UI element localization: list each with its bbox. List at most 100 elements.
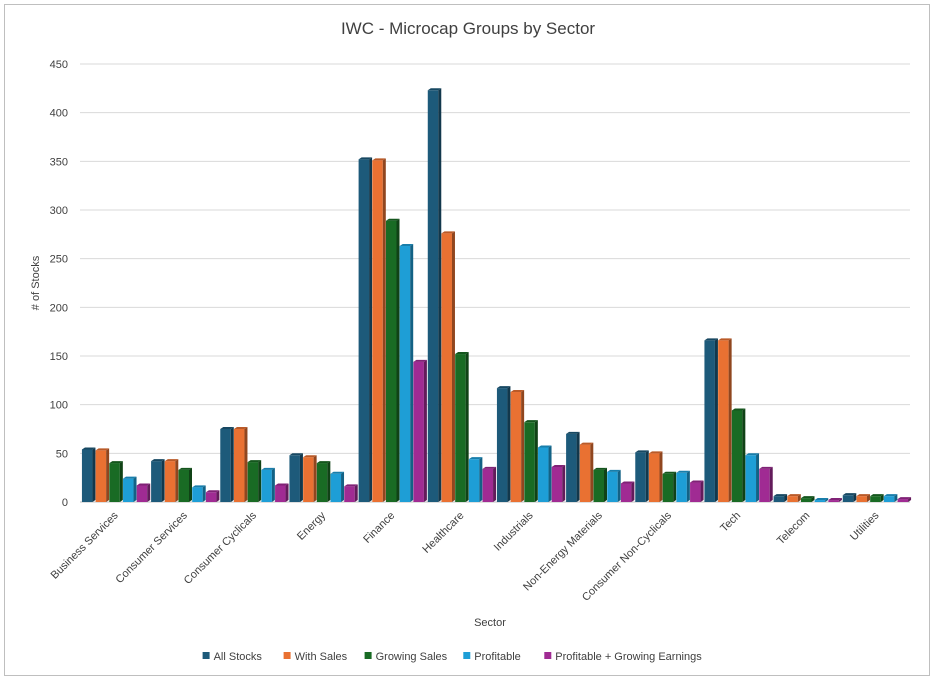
bar-front (275, 485, 286, 502)
bar (635, 450, 649, 502)
bar-top (842, 493, 857, 496)
bar-front (814, 500, 826, 502)
bar (538, 445, 552, 502)
bar-front (718, 340, 729, 502)
bar-side (479, 457, 483, 502)
x-tick-label: Consumer Services (114, 509, 191, 586)
bar-side (410, 244, 414, 502)
bar-front (178, 469, 189, 502)
bar-front (164, 461, 176, 502)
bar-front (358, 159, 370, 503)
bar-side (92, 447, 96, 502)
bar-top (496, 386, 511, 389)
bar-side (811, 496, 815, 502)
y-axis-title: # of Stocks (30, 255, 42, 310)
bar-top (607, 469, 621, 472)
bar-side (285, 483, 289, 502)
bar (81, 447, 96, 502)
bar-front (330, 473, 342, 502)
bar-side (258, 460, 262, 502)
bar-top (261, 467, 275, 470)
bar-side (714, 338, 718, 502)
bar-front (316, 463, 328, 502)
bar-top (316, 461, 331, 464)
x-tick-label: Healthcare (420, 510, 466, 556)
bar-top (524, 420, 538, 423)
y-tick-label: 250 (50, 254, 68, 266)
y-tick-label: 150 (50, 351, 68, 363)
bar-front (759, 468, 770, 502)
legend-swatch (364, 652, 372, 659)
legend-label: Growing Sales (376, 651, 448, 663)
bar-front (662, 473, 674, 502)
bar-front (870, 496, 881, 502)
bar (814, 498, 829, 502)
y-tick-label: 300 (50, 205, 68, 217)
bar-side (797, 494, 801, 502)
bar (164, 459, 179, 502)
bar-side (465, 352, 469, 502)
bar-side (341, 471, 345, 502)
bar-front (801, 498, 812, 502)
bar-front (704, 340, 715, 502)
bar-side (728, 338, 732, 502)
bar (524, 420, 538, 502)
bar (303, 455, 317, 502)
bar-top (593, 467, 607, 470)
y-tick-label: 100 (50, 400, 68, 412)
bar-front (205, 492, 217, 502)
bar (344, 484, 358, 502)
bar (468, 457, 483, 502)
bar-side (354, 484, 358, 502)
bar-side (119, 461, 123, 502)
bar-side (202, 485, 206, 502)
bar-side (700, 480, 704, 502)
bar-side (838, 498, 842, 502)
bar-front (386, 220, 397, 502)
bar-top (303, 455, 317, 458)
gridlines (80, 63, 910, 503)
bar-side (327, 461, 331, 502)
bar (205, 490, 220, 502)
bar-top (136, 483, 151, 486)
bar-front (220, 429, 231, 502)
bar-front (123, 478, 134, 502)
bar (856, 494, 870, 502)
bar-top (441, 231, 455, 234)
bar-front (95, 450, 107, 502)
bar (123, 476, 137, 502)
legend-item: Growing Sales (364, 651, 448, 663)
bar-top (289, 453, 303, 456)
bar (676, 470, 690, 502)
bar-side (161, 459, 165, 502)
y-tick-label: 50 (56, 448, 68, 460)
bar-side (756, 453, 760, 502)
bar-side (396, 218, 400, 502)
bar-top (468, 457, 483, 460)
bar-front (441, 233, 452, 503)
bar-front (856, 496, 867, 502)
bar-top (731, 408, 746, 411)
bar-front (510, 392, 522, 502)
bar-side (369, 157, 373, 503)
bar-side (175, 459, 179, 502)
legend: All Stocks With Sales Growing Sales Profita… (202, 651, 702, 663)
bar (842, 493, 857, 502)
bar (109, 461, 123, 502)
bar (151, 459, 165, 502)
bar-side (548, 445, 552, 502)
bar (870, 494, 884, 502)
bar-top (773, 494, 788, 497)
bar-front (468, 459, 480, 502)
bar-top (109, 461, 123, 464)
bar-side (576, 431, 580, 502)
x-tick-label: Tech (718, 510, 743, 535)
bar-top (759, 466, 773, 469)
bar (620, 481, 635, 502)
legend-label: Profitable + Growing Earnings (555, 651, 702, 663)
bar-top (856, 494, 870, 497)
bar-front (897, 499, 909, 502)
bar-front (607, 471, 618, 502)
bar-top (510, 390, 525, 393)
bar (704, 338, 718, 502)
